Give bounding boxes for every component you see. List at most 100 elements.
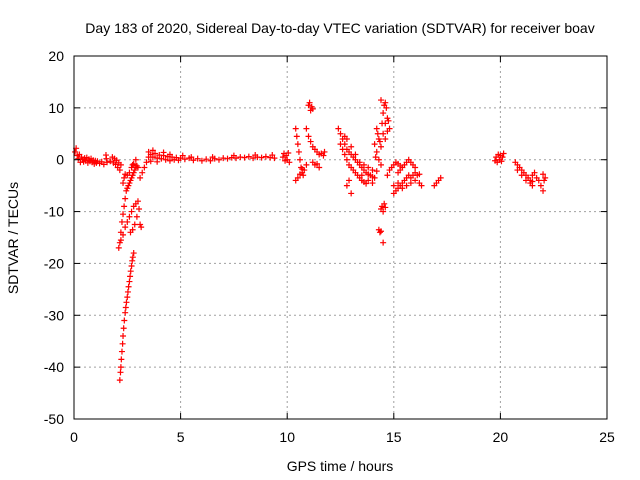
data-point xyxy=(129,254,136,261)
data-point xyxy=(500,150,507,157)
data-point xyxy=(386,125,393,132)
data-point xyxy=(358,172,365,179)
data-point xyxy=(258,154,265,161)
data-point xyxy=(374,130,381,137)
data-point xyxy=(293,133,300,140)
data-point xyxy=(154,158,161,165)
data-point xyxy=(403,182,410,189)
data-point xyxy=(314,160,321,167)
data-point xyxy=(145,148,152,155)
data-point xyxy=(122,304,129,311)
data-point xyxy=(126,278,133,285)
data-point xyxy=(384,172,391,179)
data-point xyxy=(131,221,138,228)
data-point xyxy=(499,154,506,161)
y-tick-label: 20 xyxy=(48,48,64,64)
data-point xyxy=(250,155,257,162)
data-point xyxy=(337,141,344,148)
data-point xyxy=(378,143,385,150)
data-point xyxy=(381,200,388,207)
data-point xyxy=(75,155,82,162)
data-point xyxy=(130,250,137,257)
x-tick-label: 10 xyxy=(279,429,295,445)
data-point xyxy=(129,161,136,168)
data-point xyxy=(529,182,536,189)
data-point xyxy=(120,231,127,238)
data-point xyxy=(339,146,346,153)
data-point xyxy=(356,159,363,166)
data-point xyxy=(158,155,165,162)
data-point xyxy=(124,218,131,225)
data-point xyxy=(100,161,107,168)
data-point xyxy=(286,159,293,166)
data-point xyxy=(373,168,380,175)
data-point xyxy=(269,152,276,159)
data-point xyxy=(122,309,129,316)
data-point xyxy=(522,177,529,184)
data-point xyxy=(382,204,389,211)
data-point xyxy=(203,156,210,163)
data-point xyxy=(294,141,301,148)
data-point xyxy=(120,325,127,332)
data-point xyxy=(416,171,423,178)
data-point xyxy=(124,294,131,301)
data-point xyxy=(309,105,316,112)
data-point xyxy=(123,299,130,306)
data-point xyxy=(373,148,380,155)
data-point xyxy=(537,182,544,189)
y-tick-label: -10 xyxy=(44,204,64,220)
data-point xyxy=(303,125,310,132)
data-point xyxy=(395,180,402,187)
data-point xyxy=(352,151,359,158)
data-point xyxy=(127,229,134,236)
data-point xyxy=(385,117,392,124)
data-point xyxy=(382,135,389,142)
data-point xyxy=(128,263,135,270)
chart-title: Day 183 of 2020, Sidereal Day-to-day VTE… xyxy=(85,20,594,36)
y-tick-label: -30 xyxy=(44,307,64,323)
y-axis: -50 -40 -30 -20 -10 0 10 20 xyxy=(44,48,607,427)
data-point xyxy=(343,182,350,189)
data-point xyxy=(262,153,269,160)
data-point xyxy=(166,151,173,158)
data-point xyxy=(120,211,127,218)
data-point xyxy=(365,177,372,184)
data-point xyxy=(540,171,547,178)
plot-frame xyxy=(73,55,608,420)
x-tick-label: 5 xyxy=(177,429,185,445)
data-point xyxy=(321,148,328,155)
data-point xyxy=(380,110,387,117)
data-point xyxy=(380,208,387,215)
data-point xyxy=(215,156,222,163)
data-point xyxy=(125,283,132,290)
x-axis: 0 5 10 15 20 25 xyxy=(70,56,615,445)
data-point xyxy=(299,166,306,173)
data-point xyxy=(382,99,389,106)
data-point xyxy=(139,169,146,176)
data-point xyxy=(369,180,376,187)
data-point xyxy=(365,164,372,171)
data-point xyxy=(535,177,542,184)
data-point xyxy=(346,177,353,184)
y-tick-label: 10 xyxy=(48,100,64,116)
data-point xyxy=(316,164,323,171)
data-point xyxy=(141,164,148,171)
data-point xyxy=(127,273,134,280)
chart-grid xyxy=(74,56,607,419)
data-point xyxy=(303,161,310,168)
data-point xyxy=(121,174,128,181)
data-point xyxy=(116,377,123,384)
data-point xyxy=(138,224,145,231)
data-point xyxy=(126,169,133,176)
data-point xyxy=(307,138,314,145)
data-point xyxy=(320,152,327,159)
data-point xyxy=(118,218,125,225)
data-point xyxy=(122,195,129,202)
data-point xyxy=(143,159,150,166)
data-point xyxy=(348,143,355,150)
data-point xyxy=(224,155,231,162)
data-point xyxy=(412,177,419,184)
data-point xyxy=(179,152,186,159)
data-point xyxy=(540,187,547,194)
data-point xyxy=(116,167,123,174)
